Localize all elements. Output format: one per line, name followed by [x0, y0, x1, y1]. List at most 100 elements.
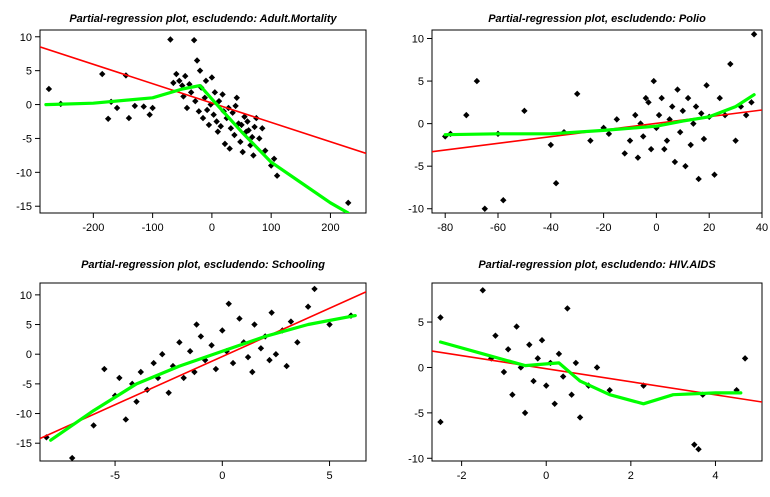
data-point — [146, 111, 153, 118]
smoother-line — [49, 314, 357, 442]
x-tick-label: -40 — [543, 222, 559, 234]
data-point — [193, 321, 200, 328]
data-point — [663, 137, 671, 144]
data-point — [538, 337, 546, 344]
smoother-line — [44, 84, 350, 213]
data-point — [225, 300, 232, 307]
chart-panel: Partial-regression plot, escludendo: Pol… — [408, 13, 768, 234]
data-point — [268, 309, 275, 316]
data-point — [473, 77, 481, 85]
data-point — [647, 145, 655, 153]
data-point — [555, 350, 563, 358]
y-tick-label: -15 — [16, 201, 32, 213]
data-point — [637, 120, 644, 127]
data-point — [679, 107, 686, 115]
x-tick-label: 2 — [628, 470, 634, 482]
data-point — [150, 359, 157, 367]
x-tick-label: -2 — [457, 470, 467, 482]
data-point — [186, 348, 194, 355]
data-point — [205, 121, 213, 129]
data-point — [193, 57, 201, 64]
data-point — [90, 422, 97, 429]
data-point — [247, 142, 254, 149]
x-tick-label: 200 — [321, 222, 339, 234]
data-point — [568, 391, 575, 398]
data-point — [137, 368, 145, 376]
data-point — [500, 368, 508, 376]
data-point — [655, 111, 663, 119]
data-point — [202, 77, 210, 85]
data-point — [593, 364, 601, 371]
y-tick-label: -10 — [408, 204, 424, 216]
data-point — [266, 356, 273, 364]
data-point — [180, 93, 187, 100]
data-point — [684, 94, 692, 102]
data-point — [237, 138, 244, 146]
data-point — [116, 374, 123, 382]
data-point — [691, 441, 698, 448]
data-point — [576, 414, 584, 421]
y-tick-label: 0 — [26, 349, 32, 361]
data-point — [574, 90, 581, 98]
data-point — [131, 102, 139, 110]
data-point — [564, 305, 571, 312]
data-point — [727, 60, 734, 68]
data-point — [211, 89, 219, 96]
data-point — [530, 377, 537, 385]
y-tick-label: -10 — [16, 167, 32, 179]
data-point — [167, 36, 174, 43]
data-point — [658, 94, 665, 102]
y-tick-label: -5 — [22, 379, 32, 391]
data-point — [492, 332, 499, 339]
y-tick-label: 0 — [418, 119, 424, 131]
data-point — [101, 365, 108, 373]
chart-panel: Partial-regression plot, escludendo: HIV… — [408, 259, 763, 482]
x-tick-label: -200 — [82, 222, 104, 234]
data-point — [236, 315, 243, 322]
plot-area — [432, 31, 762, 212]
x-tick-label: 100 — [262, 222, 280, 234]
y-tick-label: 5 — [418, 76, 424, 88]
plot-area — [40, 285, 366, 461]
data-point — [500, 197, 507, 204]
data-point — [176, 77, 183, 85]
data-point — [437, 418, 444, 426]
data-point — [676, 128, 684, 136]
data-point — [213, 118, 220, 125]
x-tick-label: -5 — [110, 470, 120, 482]
data-point — [217, 123, 224, 130]
x-tick-label: -60 — [490, 222, 506, 234]
y-tick-label: 0 — [418, 362, 424, 374]
data-point — [640, 133, 647, 140]
y-tick-label: -10 — [408, 453, 424, 465]
smoother-line — [443, 93, 756, 137]
data-point — [698, 110, 705, 117]
data-point — [219, 327, 226, 334]
chart-panel: Partial-regression plot, escludendo: Sch… — [16, 259, 367, 482]
y-tick-label: 5 — [26, 66, 32, 78]
regression-line — [40, 291, 366, 440]
data-point — [99, 70, 106, 78]
data-point — [113, 104, 121, 112]
data-point — [176, 339, 183, 346]
data-point — [669, 103, 676, 110]
plot-area — [432, 287, 762, 453]
data-point — [613, 116, 620, 123]
x-tick-label: 0 — [543, 470, 549, 482]
data-point — [229, 359, 237, 367]
plot-frame — [39, 282, 367, 462]
data-point — [621, 150, 628, 157]
data-point — [632, 111, 639, 119]
data-point — [210, 111, 217, 118]
data-point — [227, 125, 235, 132]
data-point — [711, 171, 718, 178]
data-point — [463, 111, 470, 119]
data-point — [509, 391, 516, 398]
data-point — [692, 103, 700, 110]
data-point — [187, 89, 195, 96]
data-point — [634, 154, 642, 161]
data-point — [294, 339, 301, 346]
data-point — [250, 152, 257, 159]
